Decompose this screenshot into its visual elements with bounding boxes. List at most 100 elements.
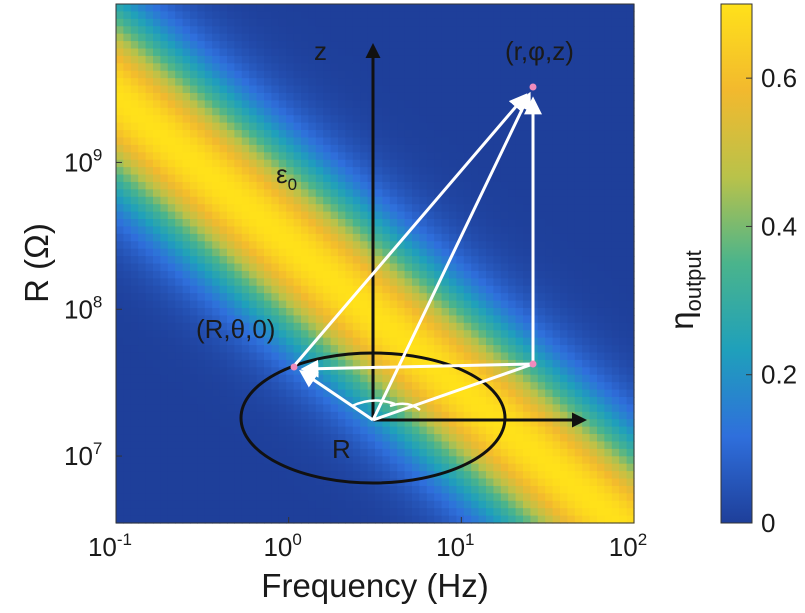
heatmap-cell [227,70,235,79]
heatmap-cell [123,211,132,220]
heatmap-cell [360,233,369,242]
heatmap-cell [404,181,413,190]
heatmap-cell [338,92,346,101]
heatmap-cell [419,382,428,391]
heatmap-cell [537,434,546,443]
heatmap-cell [338,374,346,383]
heatmap-cell [471,233,480,242]
heatmap-cell [175,463,184,472]
heatmap-cell [471,345,480,354]
heatmap-cell [234,233,243,242]
heatmap-cell [130,389,139,398]
heatmap-cell [352,85,361,94]
heatmap-cell [471,211,480,220]
heatmap-cell [160,345,169,354]
heatmap-cell [493,411,502,420]
heatmap-cell [493,196,502,205]
heatmap-cell [167,122,176,131]
heatmap-cell [449,515,457,524]
heatmap-cell [219,382,228,391]
heatmap-cell [375,441,383,450]
heatmap-cell [330,515,339,524]
heatmap-cell [449,463,457,472]
heatmap-cell [419,263,428,272]
heatmap-cell [478,159,487,168]
heatmap-cell [560,159,568,168]
heatmap-cell [308,226,317,235]
heatmap-cell [589,219,598,228]
heatmap-cell [419,70,428,79]
heatmap-cell [301,174,309,183]
heatmap-cell [441,441,450,450]
heatmap-cell [537,4,546,13]
heatmap-cell [375,11,383,20]
heatmap-cell [234,315,243,324]
heatmap-cell [508,500,517,509]
heatmap-cell [589,389,598,398]
heatmap-cell [175,241,184,250]
heatmap-cell [338,174,346,183]
heatmap-cell [175,278,184,287]
heatmap-cell [515,122,524,131]
heatmap-cell [604,285,613,294]
heatmap-cell [130,189,139,198]
heatmap-cell [552,107,561,116]
heatmap-cell [352,4,361,13]
heatmap-cell [397,233,406,242]
heatmap-cell [153,434,161,443]
heatmap-cell [153,471,161,480]
heatmap-cell [478,248,487,257]
heatmap-cell [234,382,243,391]
heatmap-cell [234,107,243,116]
heatmap-cell [264,419,272,428]
heatmap-cell [130,382,139,391]
heatmap-cell [523,33,531,42]
heatmap-cell [293,463,302,472]
heatmap-cell [611,500,620,509]
heatmap-cell [175,233,184,242]
heatmap-cell [582,63,591,72]
heatmap-cell [552,441,561,450]
heatmap-cell [463,130,472,139]
heatmap-cell [419,293,428,302]
heatmap-cell [463,293,472,302]
heatmap-cell [116,367,124,376]
heatmap-cell [493,270,502,279]
heatmap-cell [330,196,339,205]
heatmap-cell [456,270,465,279]
heatmap-cell [449,219,457,228]
heatmap-cell [167,48,176,57]
heatmap-cell [478,471,487,480]
heatmap-cell [463,233,472,242]
heatmap-cell [182,144,191,153]
heatmap-cell [508,426,517,435]
heatmap-cell [160,181,169,190]
heatmap-cell [589,352,598,361]
heatmap-cell [160,463,169,472]
heatmap-cell [227,396,235,405]
heatmap-cell [212,359,221,368]
heatmap-cell [456,41,465,50]
heatmap-cell [508,478,517,487]
heatmap-cell [493,426,502,435]
heatmap-cell [611,63,620,72]
heatmap-cell [463,515,472,524]
heatmap-cell [419,204,428,213]
heatmap-cell [145,41,154,50]
heatmap-cell [175,115,184,124]
heatmap-cell [301,345,309,354]
heatmap-cell [116,70,124,79]
heatmap-cell [197,152,206,161]
heatmap-cell [219,256,228,265]
heatmap-cell [545,18,554,27]
heatmap-cell [441,396,450,405]
heatmap-cell [493,144,502,153]
heatmap-cell [204,63,213,72]
heatmap-cell [604,293,613,302]
heatmap-cell [271,389,280,398]
heatmap-cell [123,493,132,502]
heatmap-cell [234,78,243,87]
heatmap-cell [404,159,413,168]
heatmap-cell [264,426,272,435]
heatmap-cell [456,337,465,346]
